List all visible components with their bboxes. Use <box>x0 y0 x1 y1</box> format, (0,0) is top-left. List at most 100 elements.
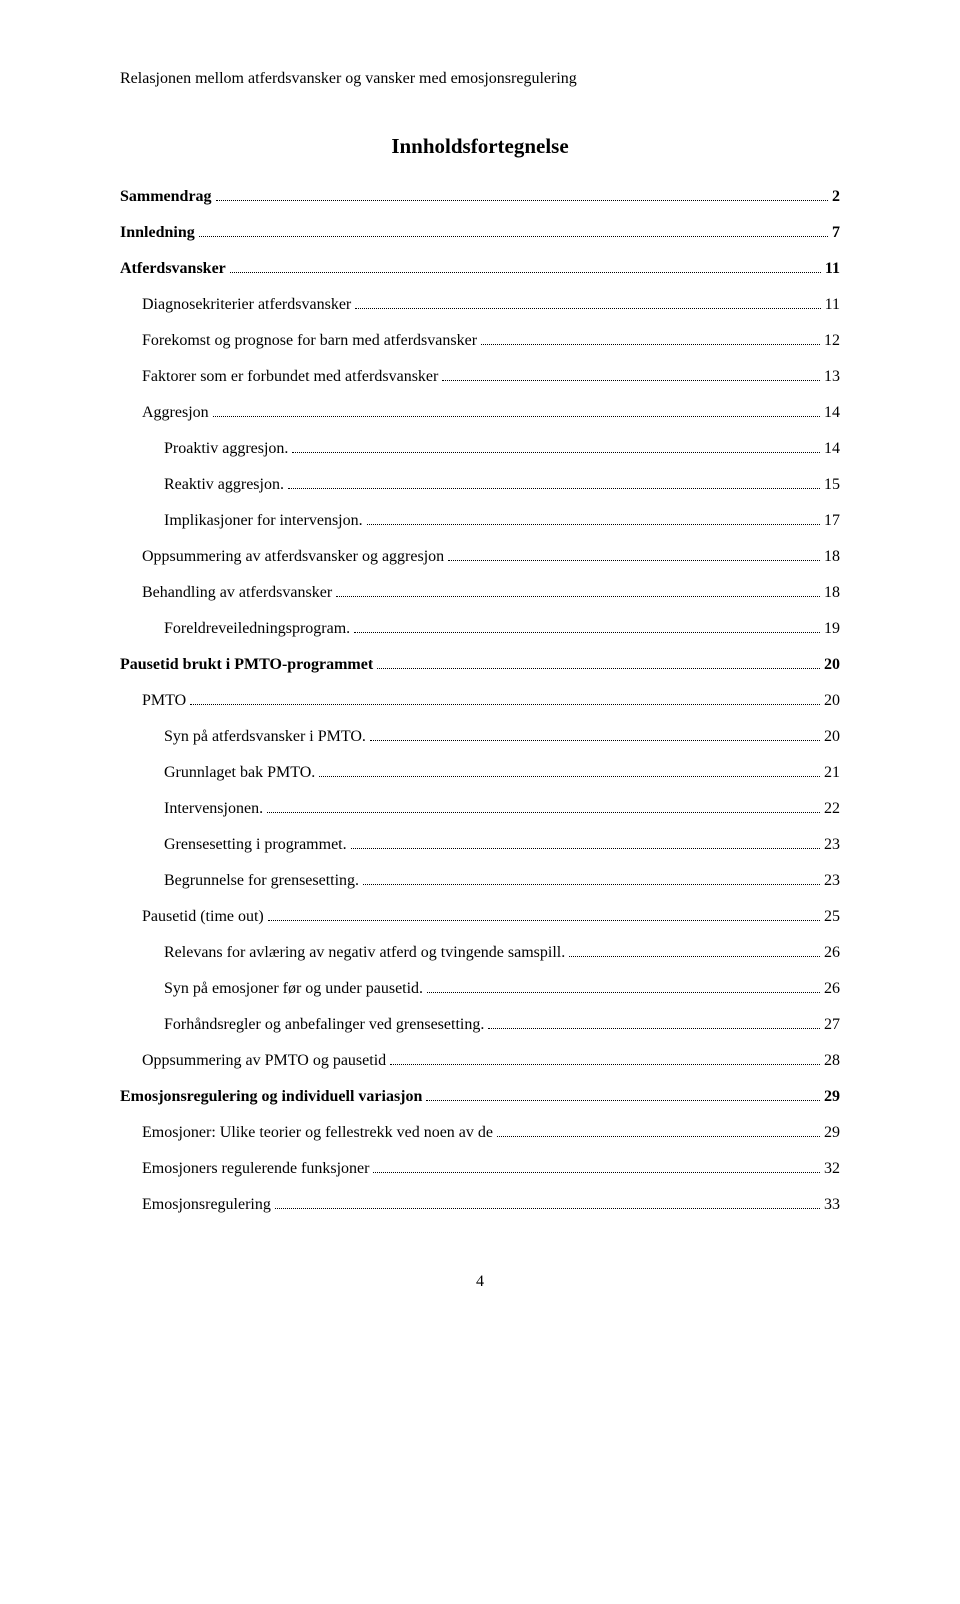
toc-entry: Oppsummering av PMTO og pausetid 28 <box>142 1053 840 1069</box>
toc-entry-label: Forekomst og prognose for barn med atfer… <box>142 333 477 349</box>
toc-entry-label: Emosjoners regulerende funksjoner <box>142 1161 369 1177</box>
toc-title: Innholdsfortegnelse <box>120 134 840 159</box>
toc-entry: Behandling av atferdsvansker 18 <box>142 585 840 601</box>
toc-entry: Begrunnelse for grensesetting. 23 <box>164 873 840 889</box>
toc-entry-label: Reaktiv aggresjon. <box>164 477 284 493</box>
toc-entry: Diagnosekriterier atferdsvansker 11 <box>142 297 840 313</box>
toc-entry-page: 20 <box>824 729 840 745</box>
toc-entry-page: 11 <box>825 261 840 277</box>
document-page: Relasjonen mellom atferdsvansker og vans… <box>0 0 960 1604</box>
toc-entry-page: 28 <box>824 1053 840 1069</box>
toc-entry-page: 29 <box>824 1089 840 1105</box>
toc-entry-label: Relevans for avlæring av negativ atferd … <box>164 945 565 961</box>
toc-entry: Proaktiv aggresjon. 14 <box>164 441 840 457</box>
toc-leader <box>390 1064 820 1065</box>
toc-leader <box>481 344 820 345</box>
toc-entry: Sammendrag 2 <box>120 189 840 205</box>
toc-entry-label: Implikasjoner for intervensjon. <box>164 513 363 529</box>
toc-leader <box>373 1172 820 1173</box>
toc-entry: Grensesetting i programmet. 23 <box>164 837 840 853</box>
toc-entry-label: Pausetid brukt i PMTO-programmet <box>120 657 373 673</box>
toc-entry-label: Syn på atferdsvansker i PMTO. <box>164 729 366 745</box>
toc-entry: Emosjonsregulering og individuell varias… <box>120 1089 840 1105</box>
toc-entry-page: 18 <box>824 549 840 565</box>
toc-entry-label: Oppsummering av PMTO og pausetid <box>142 1053 386 1069</box>
toc-entry-page: 29 <box>824 1125 840 1141</box>
toc-entry-label: Foreldreveiledningsprogram. <box>164 621 350 637</box>
toc-leader <box>377 668 820 669</box>
toc-entry: Intervensjonen. 22 <box>164 801 840 817</box>
toc-entry-label: Pausetid (time out) <box>142 909 264 925</box>
toc-leader <box>288 488 820 489</box>
toc-entry-label: Syn på emosjoner før og under pausetid. <box>164 981 423 997</box>
toc-leader <box>275 1208 820 1209</box>
toc-entry: Oppsummering av atferdsvansker og aggres… <box>142 549 840 565</box>
toc-entry-label: Forhåndsregler og anbefalinger ved grens… <box>164 1017 484 1033</box>
toc-entry-page: 18 <box>824 585 840 601</box>
toc-entry-page: 26 <box>824 945 840 961</box>
toc-entry: Pausetid (time out) 25 <box>142 909 840 925</box>
toc-leader <box>427 992 820 993</box>
toc-entry-label: Behandling av atferdsvansker <box>142 585 332 601</box>
toc-entry-page: 19 <box>824 621 840 637</box>
running-header: Relasjonen mellom atferdsvansker og vans… <box>120 70 840 88</box>
toc-leader <box>351 848 820 849</box>
toc-entry: Forhåndsregler og anbefalinger ved grens… <box>164 1017 840 1033</box>
toc-entry-label: Oppsummering av atferdsvansker og aggres… <box>142 549 444 565</box>
toc-entry-page: 23 <box>824 873 840 889</box>
toc-entry: Reaktiv aggresjon. 15 <box>164 477 840 493</box>
toc-entry-page: 26 <box>824 981 840 997</box>
toc-leader <box>569 956 820 957</box>
toc-leader <box>268 920 820 921</box>
toc-entry-label: Emosjonsregulering <box>142 1197 271 1213</box>
toc-leader <box>336 596 820 597</box>
toc-leader <box>426 1100 820 1101</box>
toc-leader <box>370 740 820 741</box>
toc-entry-page: 14 <box>824 441 840 457</box>
toc-entry-page: 11 <box>825 297 840 313</box>
toc-entry: Relevans for avlæring av negativ atferd … <box>164 945 840 961</box>
toc-entry-label: Grensesetting i programmet. <box>164 837 347 853</box>
toc-entry-page: 22 <box>824 801 840 817</box>
toc-entry-label: Diagnosekriterier atferdsvansker <box>142 297 351 313</box>
toc-entry: Foreldreveiledningsprogram. 19 <box>164 621 840 637</box>
toc-entry-page: 32 <box>824 1161 840 1177</box>
toc-entry-page: 21 <box>824 765 840 781</box>
toc-entry-label: Emosjonsregulering og individuell varias… <box>120 1089 422 1105</box>
toc-entry-page: 15 <box>824 477 840 493</box>
toc-leader <box>199 236 828 237</box>
toc-entry-label: Begrunnelse for grensesetting. <box>164 873 359 889</box>
toc-entry-page: 27 <box>824 1017 840 1033</box>
toc-entry: Emosjoner: Ulike teorier og fellestrekk … <box>142 1125 840 1141</box>
page-number: 4 <box>120 1233 840 1291</box>
toc-leader <box>190 704 820 705</box>
toc-leader <box>267 812 820 813</box>
toc-leader <box>292 452 820 453</box>
toc-entry: Emosjonsregulering 33 <box>142 1197 840 1213</box>
toc-entry-page: 7 <box>832 225 840 241</box>
toc-entry: Syn på atferdsvansker i PMTO. 20 <box>164 729 840 745</box>
toc-leader <box>367 524 820 525</box>
toc-entry-page: 20 <box>824 657 840 673</box>
toc-entry-page: 14 <box>824 405 840 421</box>
toc-entry-page: 13 <box>824 369 840 385</box>
toc-entry-label: Faktorer som er forbundet med atferdsvan… <box>142 369 438 385</box>
toc-list: Sammendrag 2Innledning 7Atferdsvansker 1… <box>120 189 840 1213</box>
toc-entry-label: Emosjoner: Ulike teorier og fellestrekk … <box>142 1125 493 1141</box>
toc-entry-label: Grunnlaget bak PMTO. <box>164 765 315 781</box>
toc-entry: Implikasjoner for intervensjon. 17 <box>164 513 840 529</box>
toc-entry: Grunnlaget bak PMTO. 21 <box>164 765 840 781</box>
toc-entry: Pausetid brukt i PMTO-programmet 20 <box>120 657 840 673</box>
toc-leader <box>448 560 820 561</box>
toc-leader <box>230 272 821 273</box>
toc-entry-label: PMTO <box>142 693 186 709</box>
toc-entry-page: 23 <box>824 837 840 853</box>
toc-leader <box>355 308 820 309</box>
toc-leader <box>488 1028 820 1029</box>
toc-entry: Faktorer som er forbundet med atferdsvan… <box>142 369 840 385</box>
toc-entry-label: Atferdsvansker <box>120 261 226 277</box>
toc-entry: Aggresjon 14 <box>142 405 840 421</box>
toc-leader <box>442 380 820 381</box>
toc-entry: Atferdsvansker 11 <box>120 261 840 277</box>
toc-entry: Forekomst og prognose for barn med atfer… <box>142 333 840 349</box>
